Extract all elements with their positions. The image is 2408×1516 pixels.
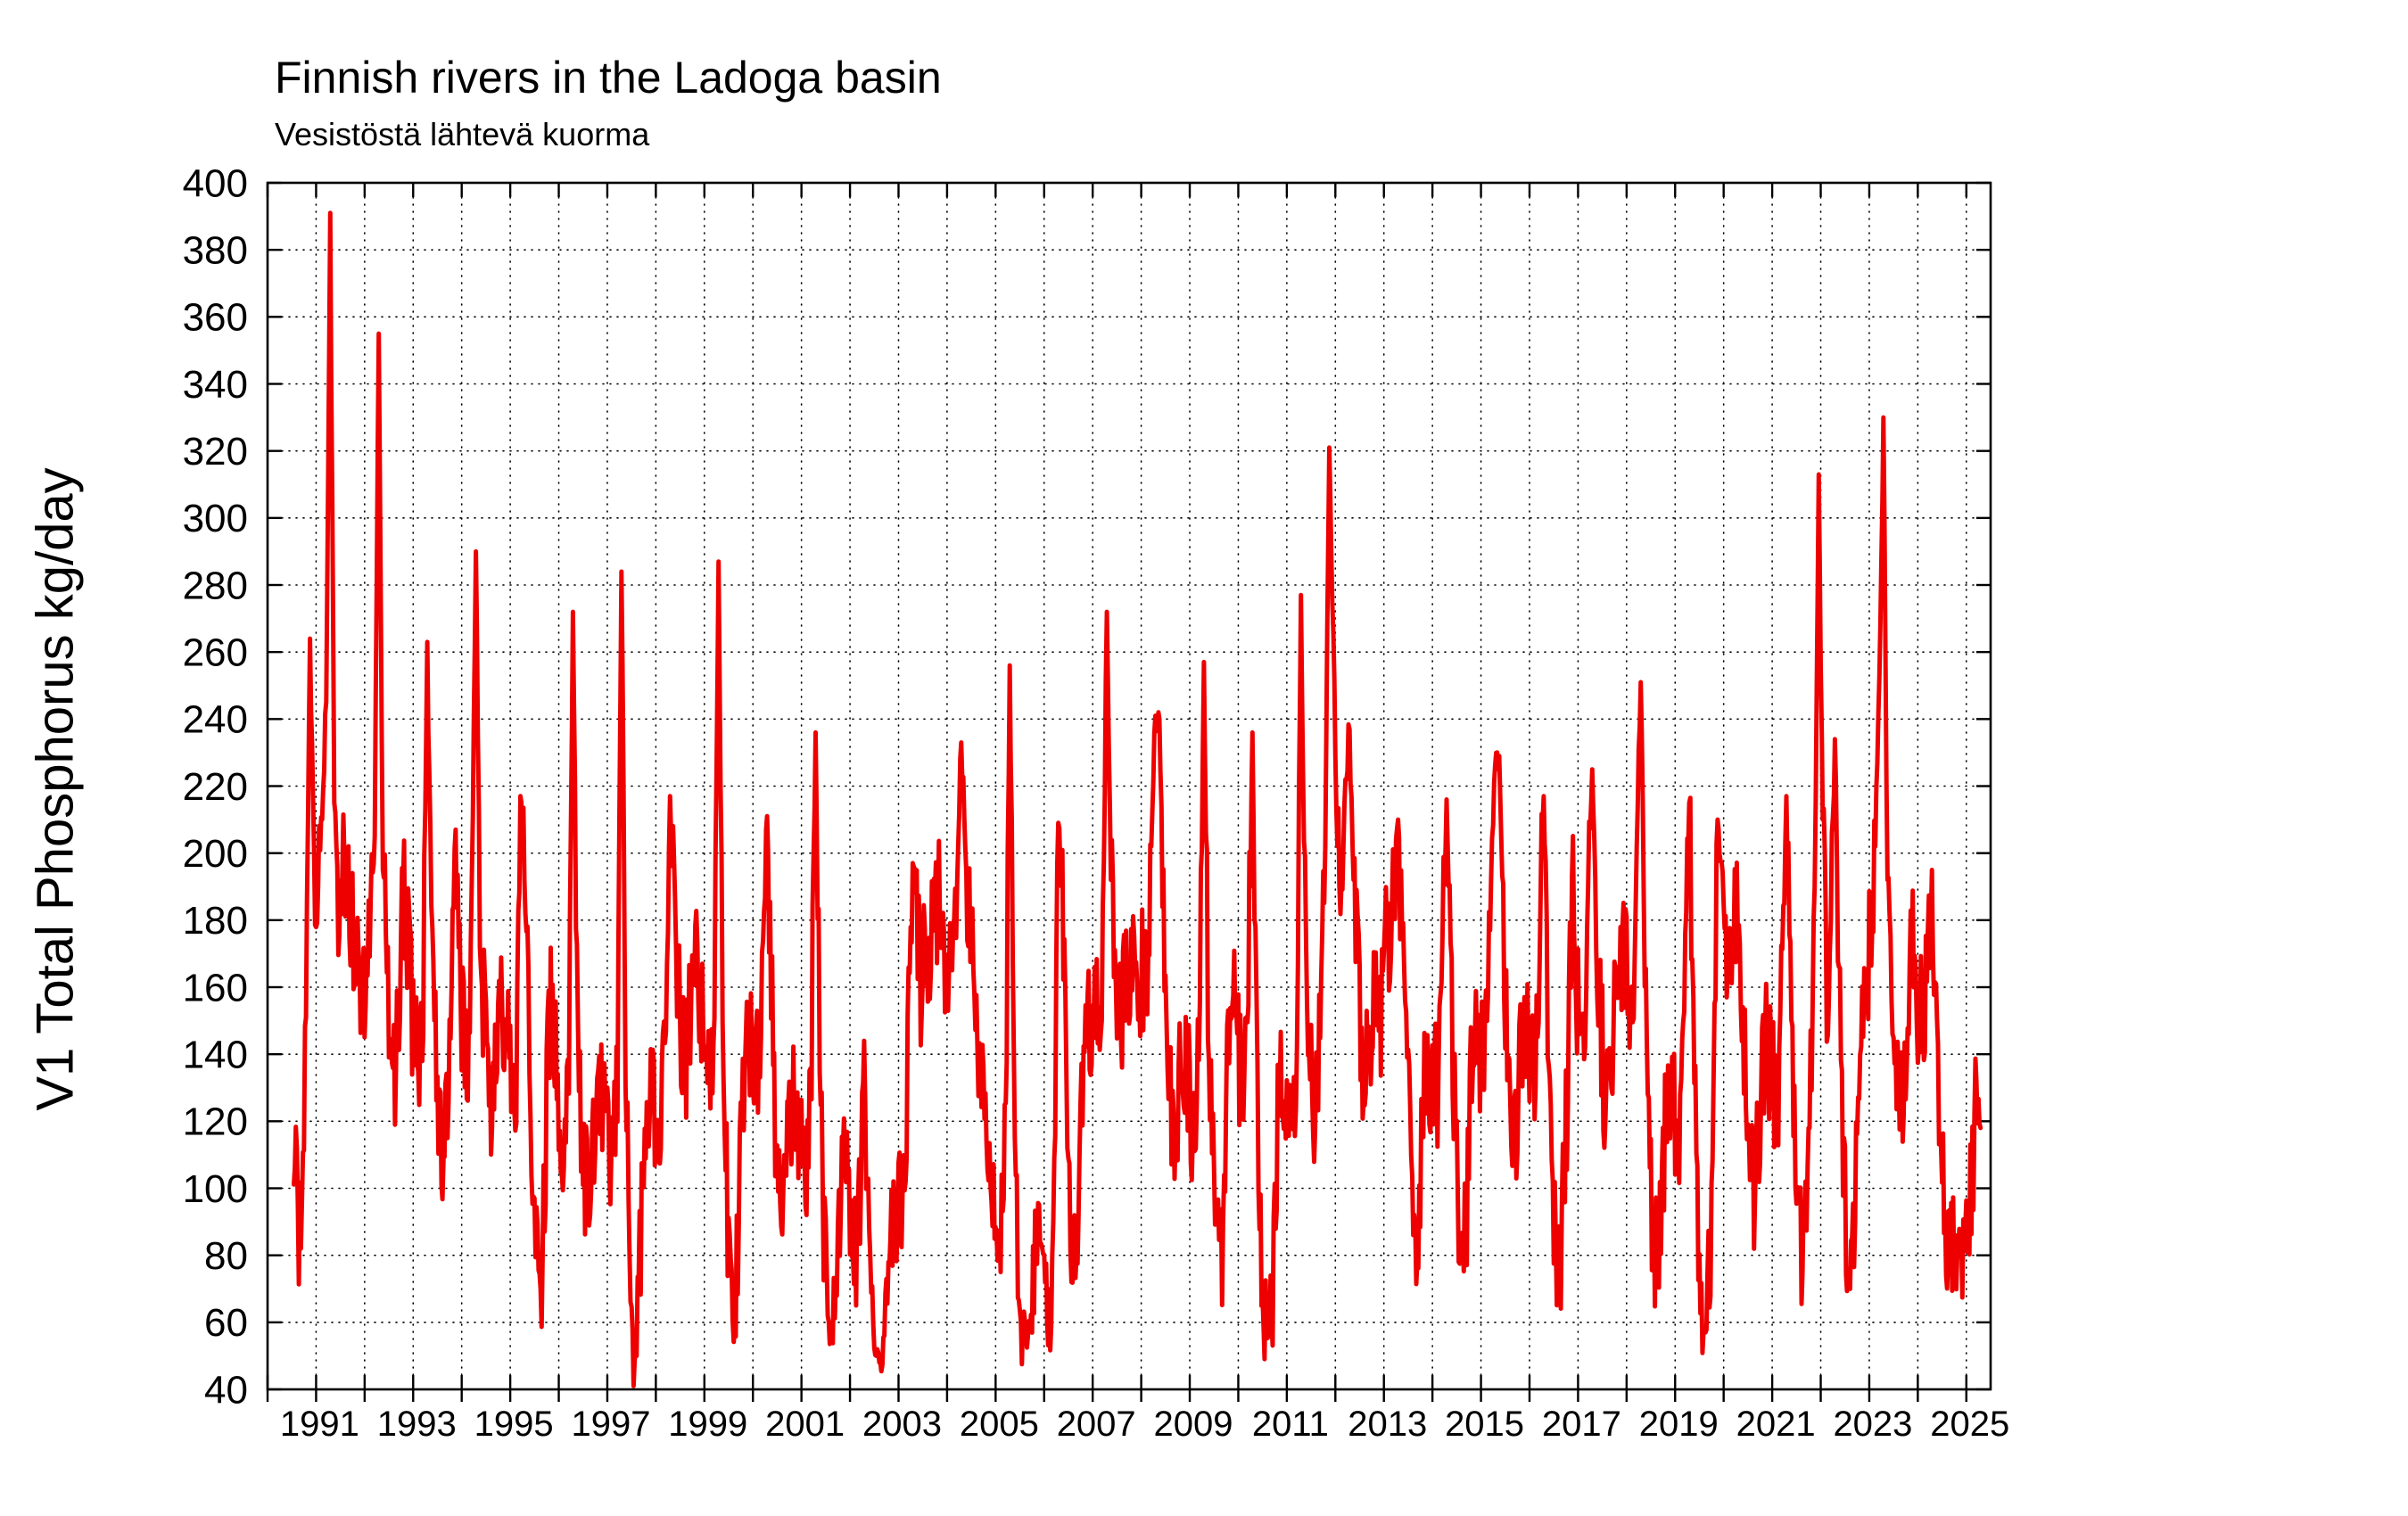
y-tick-label: 220 [183,765,248,809]
x-tick-label: 2015 [1445,1405,1524,1444]
x-tick-label: 2011 [1252,1405,1329,1444]
y-tick-label: 400 [183,161,248,205]
x-tick-label: 2023 [1833,1405,1912,1444]
y-tick-label: 260 [183,631,248,675]
x-tick-label: 2007 [1057,1405,1136,1444]
x-tick-label: 1991 [280,1405,359,1444]
y-tick-label: 240 [183,698,248,742]
x-tick-label: 2009 [1154,1405,1233,1444]
y-tick-label: 340 [183,363,248,407]
chart-subtitle: Vesistöstä lähtevä kuorma [275,116,650,152]
x-tick-label: 2013 [1348,1405,1427,1444]
y-tick-label: 160 [183,966,248,1009]
x-tick-label: 1999 [668,1405,747,1444]
x-tick-label: 1995 [474,1405,554,1444]
x-tick-label: 2019 [1639,1405,1719,1444]
y-tick-label: 140 [183,1034,248,1077]
y-tick-label: 40 [204,1368,248,1412]
y-tick-label: 360 [183,296,248,340]
chart-title: Finnish rivers in the Ladoga basin [275,53,942,103]
y-tick-label: 320 [183,430,248,474]
y-tick-label: 60 [204,1301,248,1345]
y-tick-label: 300 [183,497,248,540]
x-tick-label: 1993 [377,1405,457,1444]
x-tick-label: 2017 [1542,1405,1621,1444]
x-tick-label: 2021 [1736,1405,1816,1444]
y-tick-label: 80 [204,1234,248,1278]
y-tick-label: 200 [183,832,248,876]
y-tick-label: 280 [183,564,248,607]
x-tick-label: 2005 [960,1405,1039,1444]
x-tick-label: 2025 [1930,1405,2009,1444]
y-tick-label: 120 [183,1100,248,1144]
x-tick-label: 2003 [862,1405,942,1444]
data-line [292,210,1983,1388]
y-tick-label: 180 [183,899,248,943]
x-tick-label: 1997 [571,1405,650,1444]
y-tick-label: 100 [183,1167,248,1211]
x-tick-label: 2001 [765,1405,845,1444]
y-tick-label: 380 [183,229,248,273]
